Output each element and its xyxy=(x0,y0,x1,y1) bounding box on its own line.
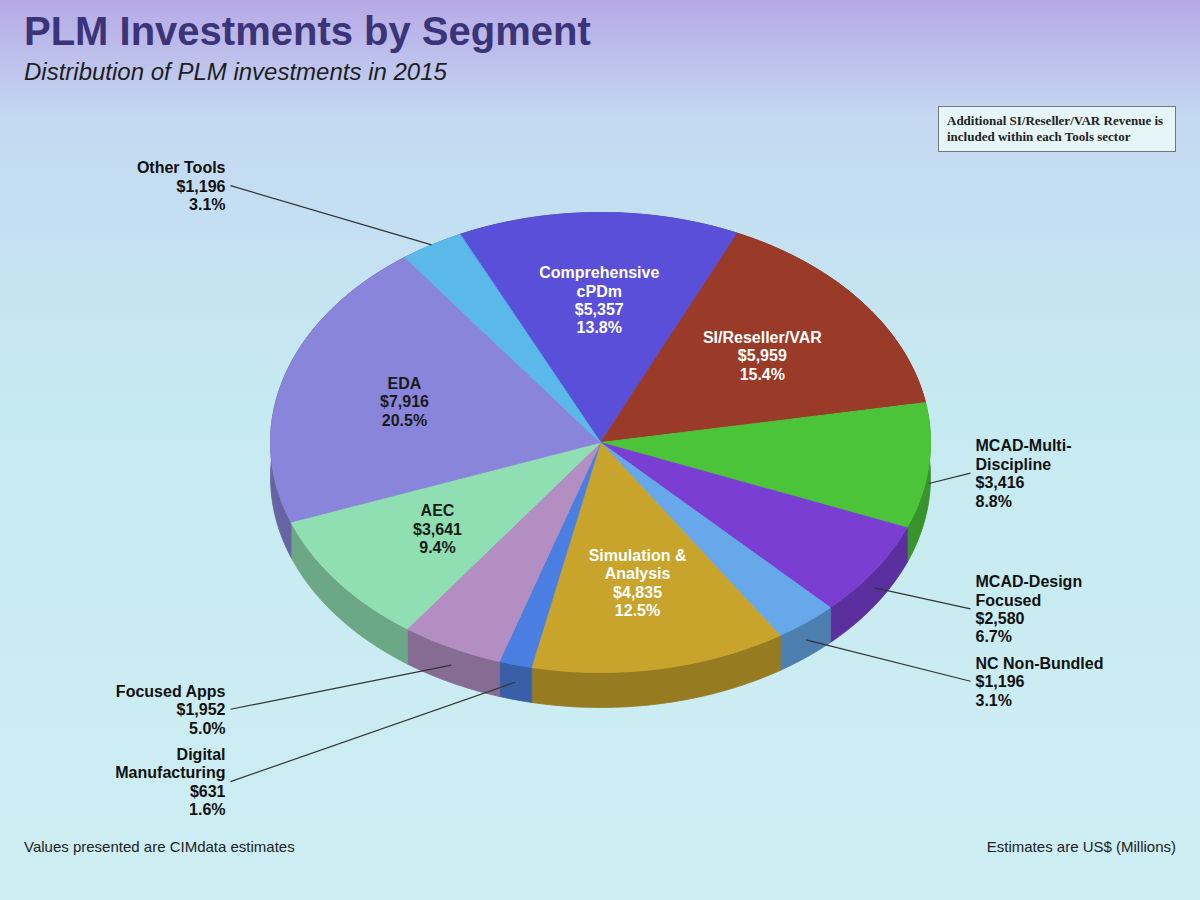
html-text:Distribution of PLM investment: Distribution of PLM investments in 2015 xyxy=(24,58,447,85)
svg-text:EDA$7,91620.5%: EDA$7,91620.5% xyxy=(380,375,429,429)
html-text:Additional SI/Reseller/VAR Rev: Additional SI/Reseller/VAR Revenue is in… xyxy=(947,113,1164,144)
html-text:Estimates are US$ (Millions): Estimates are US$ (Millions) xyxy=(986,838,1176,855)
svg-text:MCAD-Multi-Discipline$3,4168.8: MCAD-Multi-Discipline$3,4168.8% xyxy=(976,437,1072,509)
svg-text:Other Tools$1,1963.1%: Other Tools$1,1963.1% xyxy=(137,159,226,213)
svg-text:NC Non-Bundled$1,1963.1%: NC Non-Bundled$1,1963.1% xyxy=(976,655,1104,709)
svg-text:Focused Apps$1,9525.0%: Focused Apps$1,9525.0% xyxy=(116,683,226,737)
svg-text:DigitalManufacturing$6311.6%: DigitalManufacturing$6311.6% xyxy=(115,746,225,818)
svg-text:ComprehensivecPDm$5,35713.8%: ComprehensivecPDm$5,35713.8% xyxy=(539,264,659,336)
svg-text:MCAD-DesignFocused$2,5806.7%: MCAD-DesignFocused$2,5806.7% xyxy=(976,573,1083,645)
svg-text:Simulation &Analysis$4,83512.5: Simulation &Analysis$4,83512.5% xyxy=(589,547,687,619)
html-text:Values presented are CIMdata e: Values presented are CIMdata estimates xyxy=(24,838,295,855)
html-text:PLM Investments by Segment: PLM Investments by Segment xyxy=(24,9,591,53)
svg-text:SI/Reseller/VAR$5,95915.4%: SI/Reseller/VAR$5,95915.4% xyxy=(703,329,822,383)
svg-text:AEC$3,6419.4%: AEC$3,6419.4% xyxy=(413,502,462,556)
